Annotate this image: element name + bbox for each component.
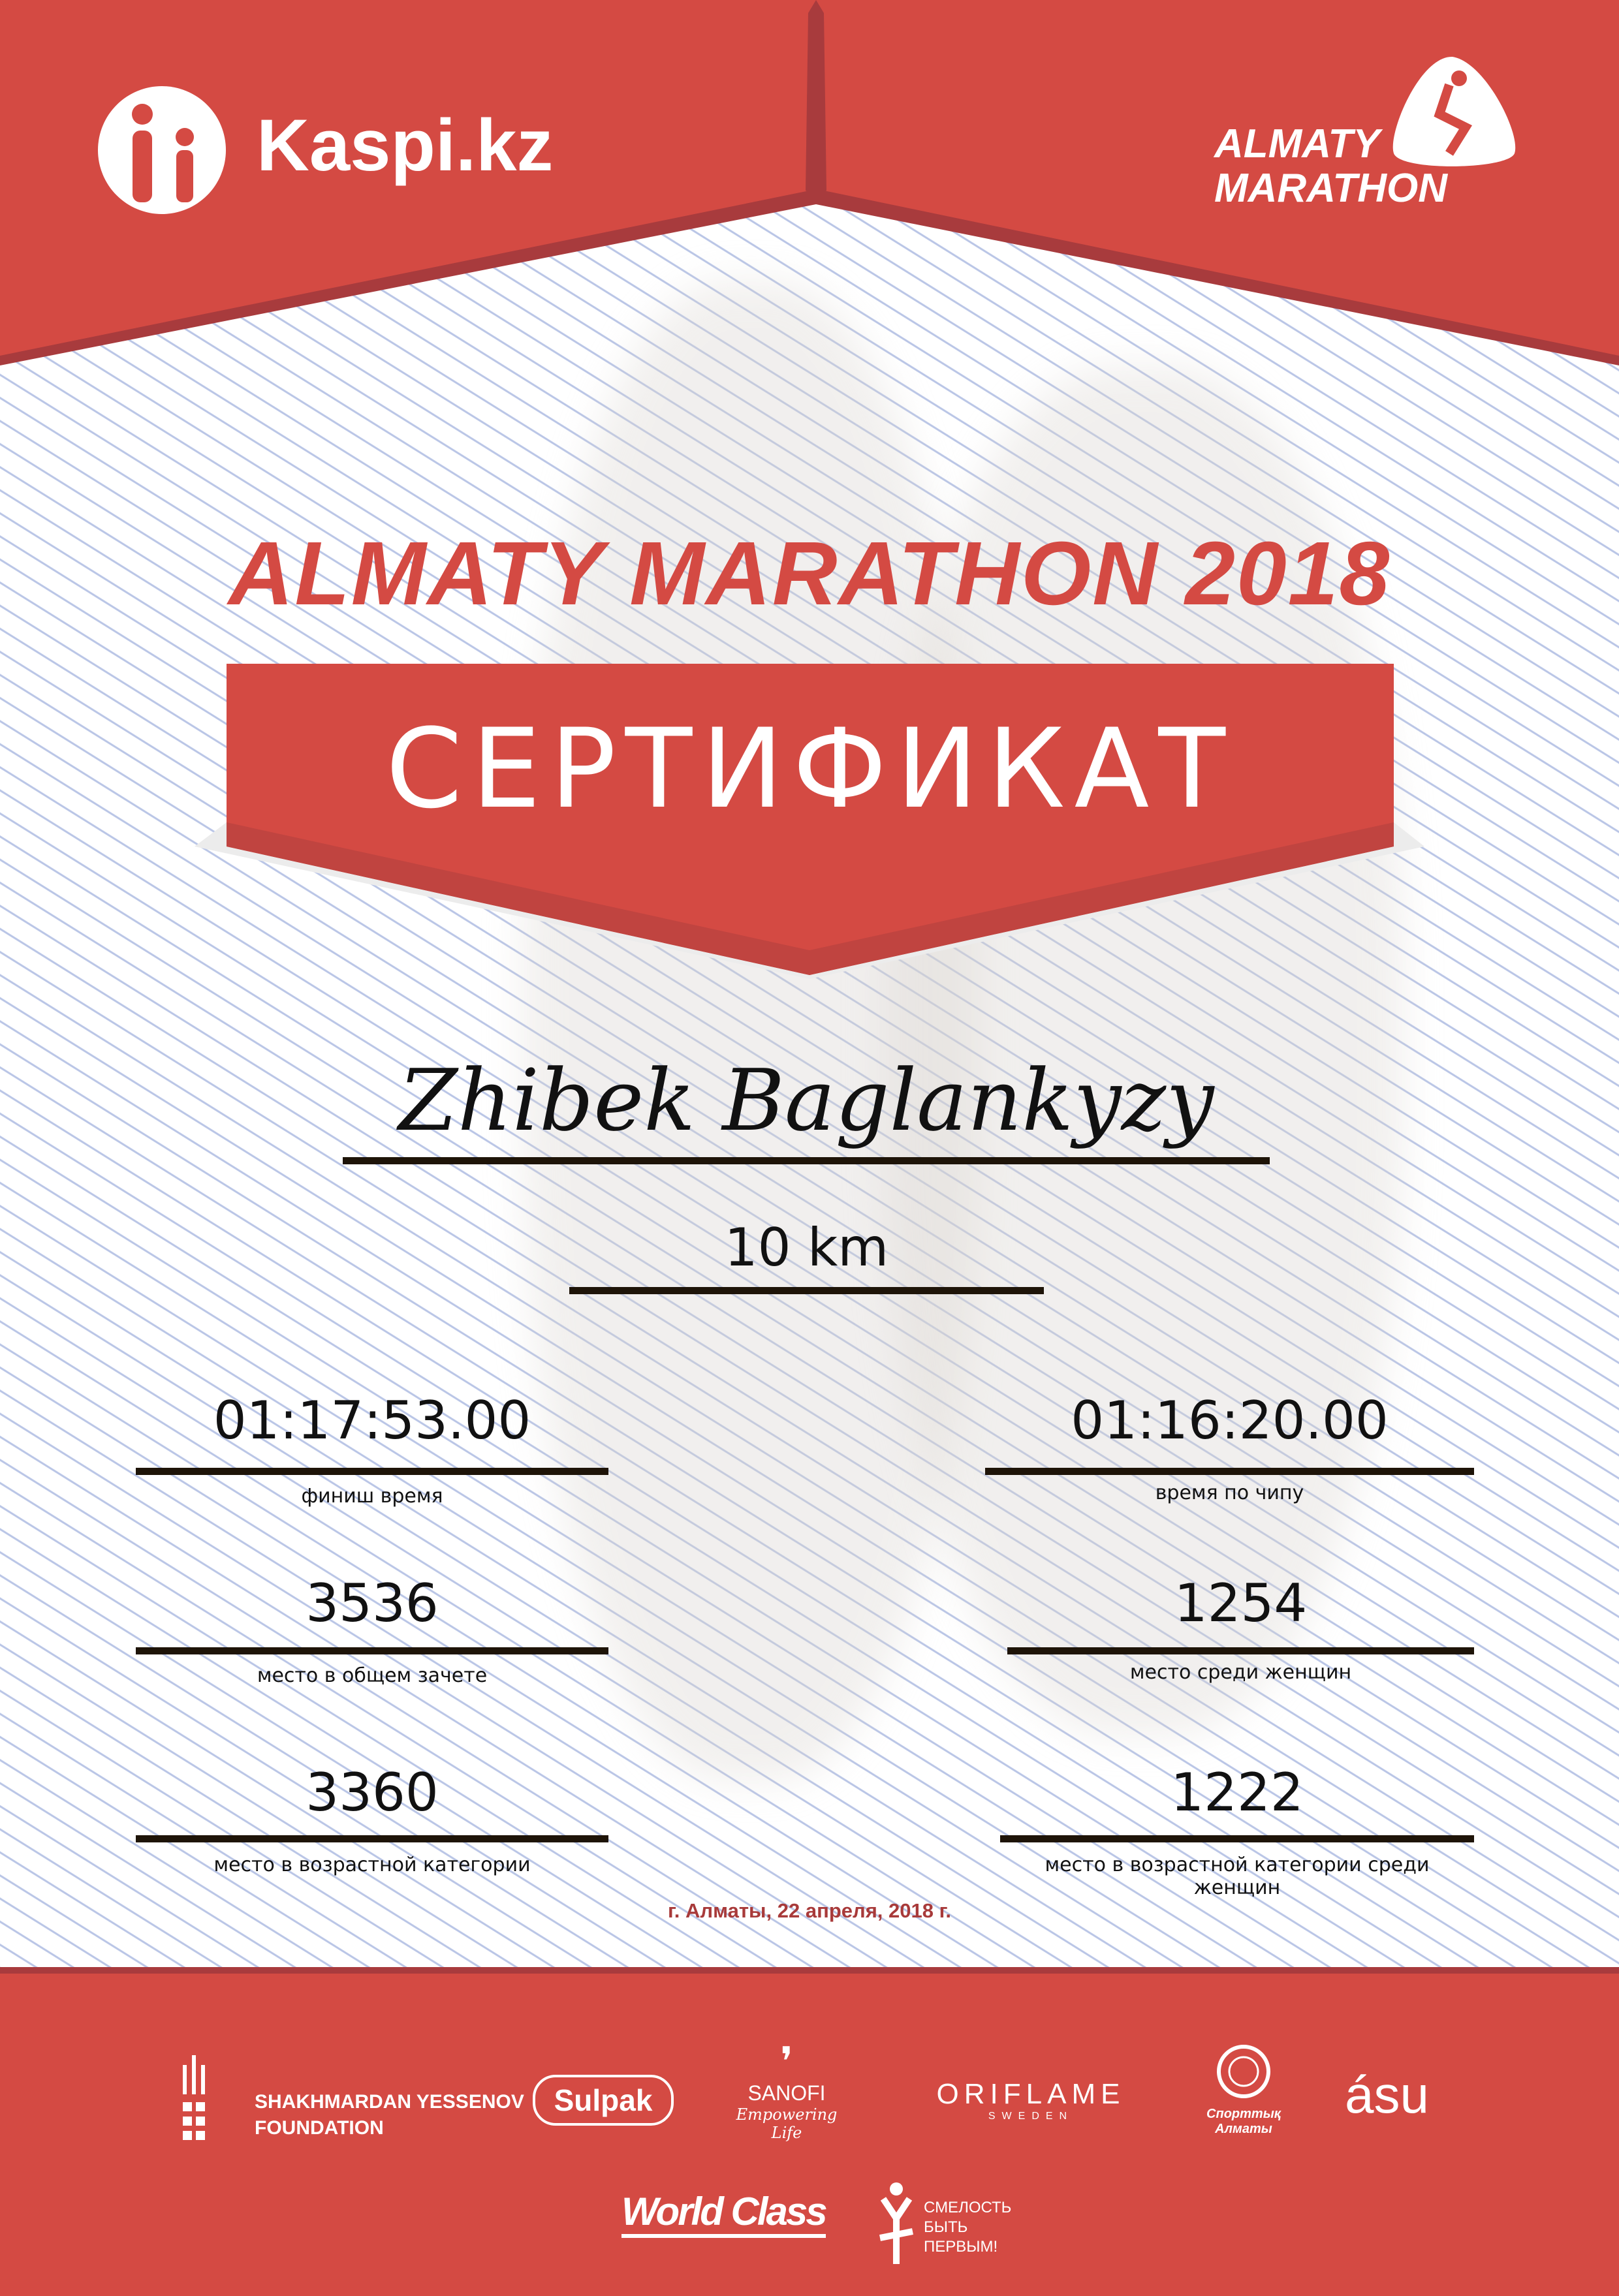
kaspi-logo-text: Kaspi.kz bbox=[257, 104, 554, 186]
certificate-heading: СЕРТИФИКАТ bbox=[385, 705, 1235, 833]
finish-time-label: финиш время bbox=[301, 1485, 443, 1508]
sanofi-name: SANOFI bbox=[747, 2081, 826, 2105]
smelost-line3: ПЕРВЫМ! bbox=[924, 2238, 998, 2256]
yessenov-logo: SHAKHMARDAN YESSENOV FOUNDATION bbox=[183, 2055, 524, 2143]
smelost-line1: СМЕЛОСТЬ bbox=[924, 2199, 1012, 2216]
sport-almaty-text: Спорттық Алматы bbox=[1206, 2107, 1281, 2136]
distance: 10 km bbox=[724, 1217, 889, 1278]
logo-line-marathon: MARATHON bbox=[1214, 166, 1448, 211]
background-runner-photo bbox=[881, 365, 1404, 1736]
date-place: г. Алматы, 22 апреля, 2018 г. bbox=[668, 1899, 951, 1922]
overall-place-value: 3536 bbox=[306, 1573, 439, 1634]
background-runner-photo bbox=[522, 281, 979, 1782]
sulpak-logo: Sulpak bbox=[533, 2075, 674, 2126]
overall-place-label: место в общем зачете bbox=[257, 1664, 488, 1687]
yessenov-line2: FOUNDATION bbox=[255, 2117, 384, 2139]
sanofi-icon: ❜ bbox=[780, 2040, 793, 2083]
yessenov-icon bbox=[183, 2055, 205, 2140]
sport-almaty-logo: Спорттық Алматы bbox=[1195, 2039, 1293, 2137]
women-place-value: 1254 bbox=[1174, 1573, 1308, 1634]
finish-time-underline bbox=[136, 1468, 608, 1475]
age-category-place-value: 3360 bbox=[306, 1762, 439, 1823]
header-banner bbox=[0, 0, 1619, 365]
sport-almaty-emblem-icon bbox=[1217, 2045, 1270, 2098]
certificate-ribbon bbox=[195, 664, 1424, 979]
chip-time-label: время по чипу bbox=[1155, 1482, 1304, 1504]
chip-time-underline bbox=[985, 1468, 1474, 1475]
women-age-place-label: место в возрастной категории среди женщи… bbox=[1045, 1854, 1430, 1899]
event-title: ALMATY MARATHON 2018 bbox=[228, 523, 1391, 624]
distance-underline bbox=[569, 1287, 1044, 1294]
participant-name: Zhibek Baglankyzy bbox=[398, 1051, 1214, 1150]
smelost-line2: БЫТЬ bbox=[924, 2218, 968, 2236]
women-place-label: место среди женщин bbox=[1129, 1661, 1352, 1684]
world-class-logo: World Class bbox=[621, 2189, 828, 2238]
chip-time-value: 01:16:20.00 bbox=[1071, 1390, 1389, 1451]
oriflame-sub: SWEDEN bbox=[988, 2111, 1074, 2122]
logo-line-almaty: ALMATY bbox=[1214, 121, 1380, 166]
women-age-place-underline bbox=[1000, 1835, 1474, 1842]
age-category-place-label: место в возрастной категории bbox=[213, 1854, 531, 1876]
age-category-place-underline bbox=[136, 1835, 608, 1842]
oriflame-logo: ORIFLAME SWEDEN bbox=[922, 2078, 1139, 2122]
sanofi-tagline: Empowering Life bbox=[736, 2105, 838, 2142]
foundation-figure-icon bbox=[879, 2182, 913, 2264]
asu-logo: ásu bbox=[1345, 2066, 1429, 2124]
women-place-underline bbox=[1007, 1647, 1474, 1654]
sponsors-footer: SHAKHMARDAN YESSENOV FOUNDATION Sulpak ❜… bbox=[0, 1967, 1619, 2296]
runner-icon bbox=[1392, 56, 1516, 166]
yessenov-line1: SHAKHMARDAN YESSENOV bbox=[255, 2091, 524, 2113]
kaspi-logo: Kaspi.kz bbox=[97, 85, 553, 218]
oriflame-name: ORIFLAME bbox=[936, 2078, 1125, 2110]
smelost-logo: СМЕЛОСТЬ БЫТЬ ПЕРВЫМ! bbox=[870, 2169, 1011, 2270]
overall-place-underline bbox=[136, 1647, 608, 1654]
sanofi-logo: ❜ SANOFI Empowering Life bbox=[725, 2040, 849, 2143]
women-age-place-value: 1222 bbox=[1171, 1762, 1304, 1823]
kaspi-icon bbox=[98, 86, 226, 214]
name-underline bbox=[343, 1157, 1270, 1164]
finish-time-value: 01:17:53.00 bbox=[213, 1390, 531, 1451]
